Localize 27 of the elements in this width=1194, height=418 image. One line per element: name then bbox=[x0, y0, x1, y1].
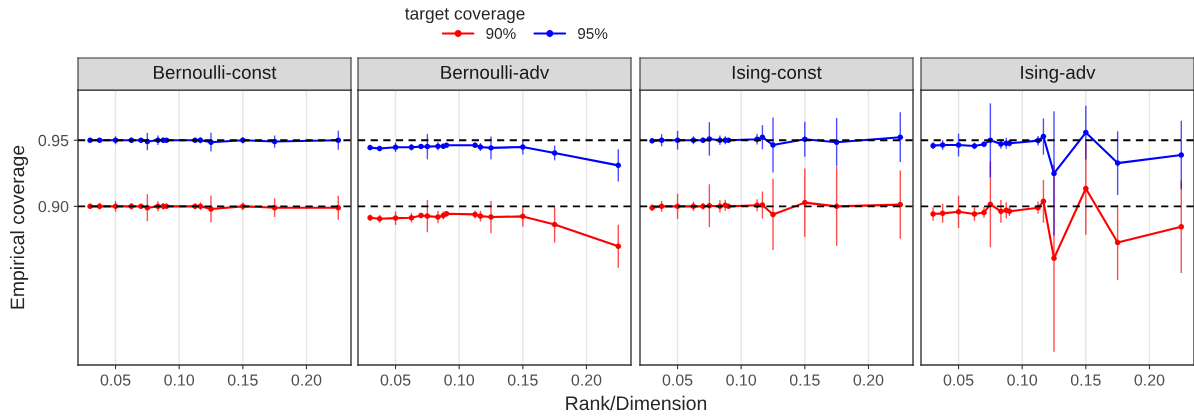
x-tick-label: 0.20 bbox=[571, 374, 602, 386]
chart-title: Ising-adv bbox=[1021, 65, 1096, 83]
x-tick-label: 0.10 bbox=[164, 374, 195, 386]
x-tick-label: 0.20 bbox=[1134, 374, 1165, 386]
x-tick-label: 0.10 bbox=[726, 374, 757, 386]
x-tick-label: 0.05 bbox=[380, 374, 411, 386]
legend-label: 95% bbox=[578, 28, 608, 39]
chart-title: Bernoulli-adv bbox=[441, 65, 550, 80]
x-tick-label: 0.10 bbox=[444, 374, 475, 386]
y-axis-title: Empirical coverage bbox=[10, 145, 29, 309]
y-tick-label: 0.95 bbox=[38, 134, 69, 147]
x-tick-label: 0.15 bbox=[789, 374, 820, 386]
x-tick-label: 0.20 bbox=[291, 374, 322, 386]
chart-title: Bernoulli-const bbox=[154, 65, 277, 80]
x-tick-label: 0.05 bbox=[100, 374, 131, 386]
x-tick-label: 0.10 bbox=[1007, 374, 1038, 386]
x-tick-label: 0.05 bbox=[662, 374, 693, 386]
x-tick-label: 0.15 bbox=[1070, 374, 1101, 386]
x-tick-label: 0.15 bbox=[227, 374, 258, 386]
x-axis-title: Rank/Dimension bbox=[566, 395, 707, 411]
y-tick-label: 0.90 bbox=[38, 200, 69, 213]
chart-title: Ising-const bbox=[732, 65, 822, 83]
legend-label: 90% bbox=[486, 28, 516, 39]
legend-title: target coverage bbox=[405, 8, 525, 24]
x-tick-label: 0.05 bbox=[943, 374, 974, 386]
x-tick-label: 0.20 bbox=[853, 374, 884, 386]
x-tick-label: 0.15 bbox=[507, 374, 538, 386]
